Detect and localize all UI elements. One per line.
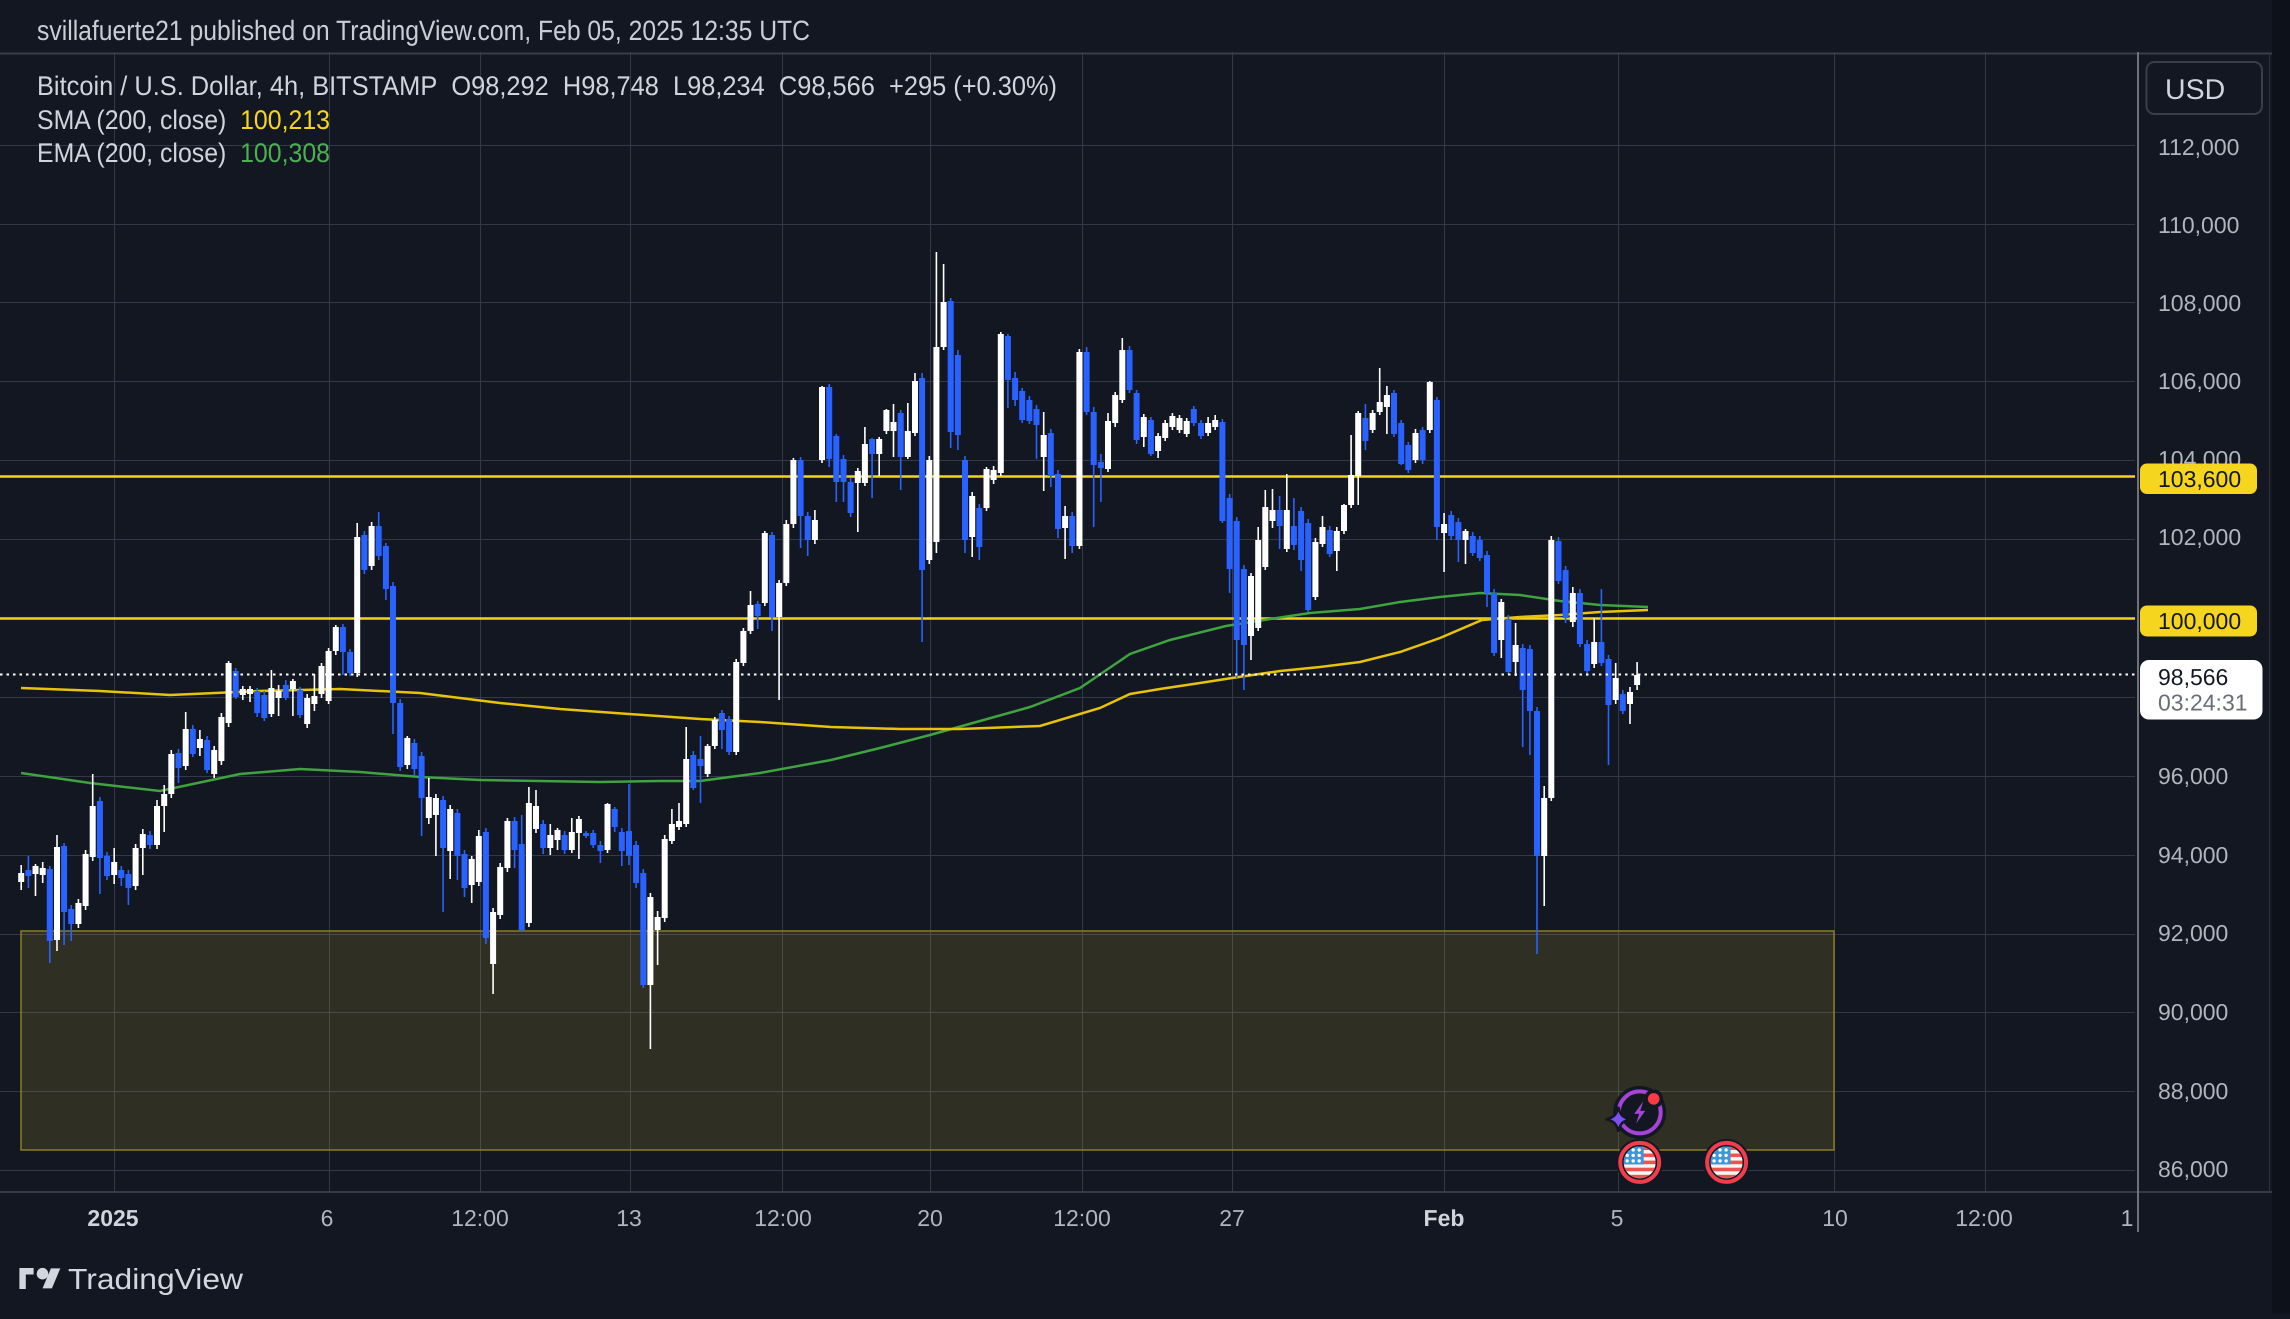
svg-text:1: 1 — [2121, 1205, 2134, 1231]
svg-text:96,000: 96,000 — [2158, 763, 2228, 789]
svg-text:6: 6 — [321, 1205, 334, 1231]
svg-text:92,000: 92,000 — [2158, 920, 2228, 946]
svg-text:100,000: 100,000 — [2158, 608, 2241, 634]
svg-text:10: 10 — [1822, 1205, 1848, 1231]
svg-text:03:24:31: 03:24:31 — [2158, 690, 2248, 716]
svg-text:12:00: 12:00 — [1053, 1205, 1111, 1231]
svg-text:112,000: 112,000 — [2158, 134, 2239, 160]
svg-text:108,000: 108,000 — [2158, 290, 2241, 316]
svg-text:SMA (200, close) 100,213: SMA (200, close) 100,213 — [37, 105, 330, 135]
svg-text:EMA (200, close) 100,308: EMA (200, close) 100,308 — [37, 138, 330, 168]
svg-text:27: 27 — [1219, 1205, 1245, 1231]
svg-text:svillafuerte21 published on Tr: svillafuerte21 published on TradingView.… — [37, 15, 810, 46]
svg-text:103,600: 103,600 — [2158, 466, 2241, 492]
svg-text:12:00: 12:00 — [451, 1205, 509, 1231]
svg-text:94,000: 94,000 — [2158, 842, 2228, 868]
svg-text:2025: 2025 — [87, 1205, 138, 1231]
svg-text:Bitcoin / U.S. Dollar, 4h, BIT: Bitcoin / U.S. Dollar, 4h, BITSTAMP O98,… — [37, 71, 1057, 101]
svg-text:12:00: 12:00 — [754, 1205, 812, 1231]
svg-text:USD: USD — [2165, 74, 2225, 106]
svg-text:102,000: 102,000 — [2158, 524, 2241, 550]
svg-text:20: 20 — [917, 1205, 943, 1231]
svg-text:110,000: 110,000 — [2158, 212, 2239, 238]
svg-text:13: 13 — [616, 1205, 642, 1231]
svg-text:106,000: 106,000 — [2158, 368, 2241, 394]
svg-text:90,000: 90,000 — [2158, 999, 2228, 1025]
svg-text:TradingView: TradingView — [68, 1264, 244, 1296]
svg-text:86,000: 86,000 — [2158, 1156, 2228, 1182]
svg-text:5: 5 — [1611, 1205, 1624, 1231]
svg-text:12:00: 12:00 — [1955, 1205, 2013, 1231]
svg-text:88,000: 88,000 — [2158, 1078, 2228, 1104]
svg-text:Feb: Feb — [1424, 1205, 1465, 1231]
svg-text:98,566: 98,566 — [2158, 664, 2228, 690]
